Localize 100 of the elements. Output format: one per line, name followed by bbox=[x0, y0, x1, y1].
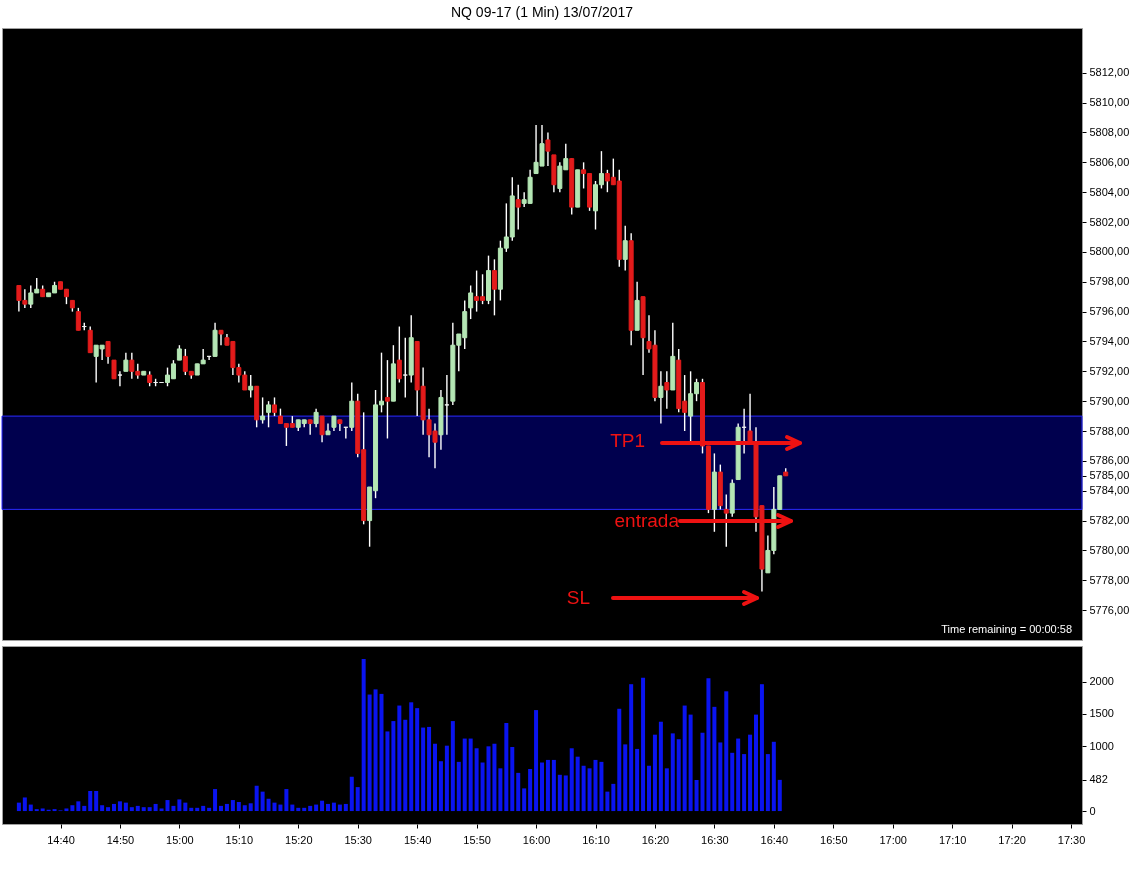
bar bbox=[623, 744, 628, 812]
bar bbox=[540, 762, 544, 812]
annotation: TP1 bbox=[610, 430, 645, 451]
candlestick bbox=[622, 225, 628, 272]
candlestick bbox=[396, 325, 402, 384]
bar bbox=[759, 684, 764, 812]
x-tick-label: 16:50 bbox=[820, 833, 848, 846]
y-tick-label: 0 bbox=[1089, 804, 1096, 817]
x-tick-label: 17:20 bbox=[998, 833, 1026, 846]
bar bbox=[498, 768, 503, 812]
candlestick bbox=[313, 407, 319, 428]
y-tick-label: 5780,00 bbox=[1089, 543, 1130, 556]
bar bbox=[534, 710, 539, 812]
bar bbox=[337, 804, 342, 812]
bar bbox=[450, 721, 455, 812]
bar bbox=[331, 802, 336, 812]
bar bbox=[112, 803, 116, 812]
candlestick bbox=[545, 131, 551, 167]
bar bbox=[629, 684, 634, 812]
candlestick bbox=[307, 419, 313, 436]
bar bbox=[141, 807, 146, 812]
bar bbox=[676, 739, 681, 812]
bar bbox=[474, 748, 479, 812]
x-tick-label: 17:30 bbox=[1057, 833, 1086, 846]
y-tick-label: 5786,00 bbox=[1089, 454, 1130, 467]
bar bbox=[516, 772, 521, 812]
bar bbox=[153, 803, 158, 812]
y-tick-label: 5782,00 bbox=[1089, 514, 1130, 527]
x-tick-label: 14:50 bbox=[106, 833, 135, 846]
y-tick-label: 5794,00 bbox=[1089, 334, 1130, 347]
bar bbox=[254, 785, 259, 812]
annotation: entrada bbox=[614, 510, 680, 531]
bar bbox=[28, 804, 33, 812]
bar bbox=[397, 705, 402, 812]
bar bbox=[444, 745, 449, 812]
bar bbox=[617, 708, 622, 812]
x-tick-label: 16:40 bbox=[760, 833, 789, 846]
bar bbox=[438, 761, 443, 812]
x-tick-label: 16:30 bbox=[701, 833, 729, 846]
bar bbox=[718, 742, 723, 812]
candlestick bbox=[468, 284, 474, 320]
bar bbox=[117, 801, 122, 812]
bar bbox=[688, 714, 693, 812]
bar bbox=[557, 774, 562, 812]
annotation: Time remaining = 00:00:58 bbox=[941, 623, 1072, 635]
y-tick-label: 5778,00 bbox=[1089, 573, 1130, 586]
bar bbox=[658, 721, 663, 812]
bar bbox=[284, 789, 289, 812]
y-tick-label: 5796,00 bbox=[1089, 305, 1130, 318]
bar bbox=[302, 807, 307, 812]
y-tick-label: 5792,00 bbox=[1089, 364, 1130, 377]
bar bbox=[510, 746, 515, 812]
bar bbox=[230, 800, 235, 812]
bar bbox=[748, 734, 753, 812]
bar bbox=[724, 691, 729, 812]
x-tick-label: 15:30 bbox=[344, 833, 372, 846]
bar bbox=[266, 798, 271, 812]
bar bbox=[361, 658, 366, 812]
y-tick-label: 5802,00 bbox=[1089, 215, 1130, 228]
bar bbox=[611, 783, 616, 812]
bar bbox=[177, 799, 182, 812]
bar bbox=[569, 748, 574, 812]
bar bbox=[367, 694, 372, 812]
bar bbox=[468, 738, 473, 812]
bar bbox=[296, 807, 301, 812]
bar bbox=[22, 797, 27, 812]
y-tick-label: 5806,00 bbox=[1089, 155, 1130, 168]
bar bbox=[403, 719, 408, 812]
bar bbox=[777, 779, 782, 812]
bar bbox=[349, 776, 354, 812]
bar bbox=[563, 775, 568, 812]
bar bbox=[587, 768, 592, 812]
candlestick bbox=[272, 396, 277, 417]
candlestick bbox=[515, 184, 521, 231]
x-tick-label: 15:50 bbox=[463, 833, 491, 846]
y-tick-label: 5810,00 bbox=[1089, 96, 1130, 109]
bar bbox=[736, 738, 741, 812]
bar bbox=[195, 807, 200, 812]
bar bbox=[581, 765, 586, 812]
candlestick bbox=[123, 351, 129, 373]
bar bbox=[641, 677, 646, 812]
bar bbox=[16, 802, 21, 812]
x-tick-label: 15:00 bbox=[166, 833, 194, 846]
bar bbox=[462, 738, 467, 812]
y-tick-label: 5785,00 bbox=[1089, 469, 1130, 482]
bar bbox=[219, 805, 223, 812]
bar bbox=[207, 807, 212, 812]
candlestick bbox=[402, 337, 408, 399]
bar bbox=[670, 733, 675, 812]
bar bbox=[409, 702, 414, 812]
x-tick-label: 17:00 bbox=[879, 833, 907, 846]
bar bbox=[551, 759, 556, 812]
bar bbox=[355, 787, 360, 812]
bar bbox=[314, 804, 319, 812]
bar bbox=[70, 805, 75, 812]
bar bbox=[575, 756, 580, 812]
y-tick-label: 5784,00 bbox=[1089, 484, 1130, 497]
bar bbox=[730, 752, 735, 812]
bar bbox=[754, 714, 758, 812]
y-tick-label: 5812,00 bbox=[1089, 66, 1130, 79]
